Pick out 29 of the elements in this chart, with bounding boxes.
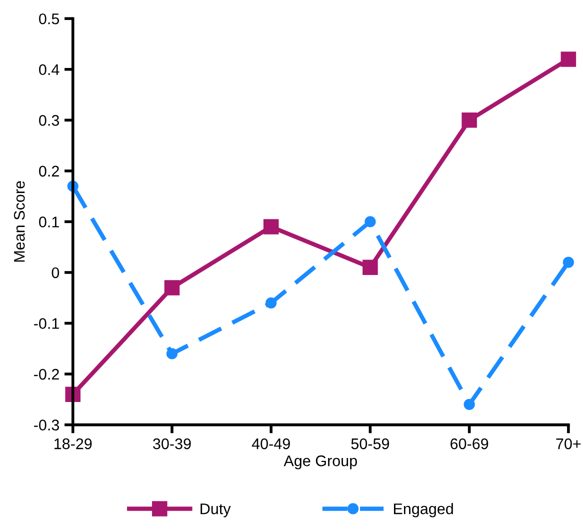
- y-tick-label: -0.2: [34, 368, 59, 380]
- x-tick-label: 18-29: [54, 438, 92, 450]
- point: [166, 348, 178, 360]
- point: [562, 256, 574, 268]
- point: [266, 297, 277, 308]
- x-tick-label: 40-49: [252, 438, 290, 450]
- point: [263, 219, 279, 234]
- x-tick-label: 30-39: [153, 438, 191, 450]
- x-tick-label: 60-69: [450, 438, 488, 450]
- y-tick-label: 0.1: [39, 216, 59, 228]
- point: [364, 216, 376, 228]
- x-tick-label: 50-59: [351, 438, 390, 450]
- y-axis-title: Mean Score: [14, 181, 25, 262]
- y-tick-label: 0.4: [39, 64, 60, 76]
- y-tick-label: 0: [52, 267, 60, 278]
- point: [462, 112, 477, 128]
- point: [560, 52, 576, 67]
- legend-label: Engaged: [394, 503, 453, 518]
- point: [464, 398, 475, 410]
- point: [362, 260, 378, 276]
- y-tick-label: 0.3: [39, 115, 60, 126]
- y-tick-label: -0.3: [34, 420, 60, 430]
- point: [164, 280, 180, 296]
- legend-label: Duty: [200, 504, 231, 518]
- x-axis-title: Age Group: [284, 455, 357, 470]
- y-tick-label: 0.5: [39, 13, 60, 24]
- y-tick-label: 0.2: [39, 166, 59, 177]
- x-tick-label: 70+: [556, 438, 581, 450]
- y-tick-label: -0.1: [34, 318, 59, 329]
